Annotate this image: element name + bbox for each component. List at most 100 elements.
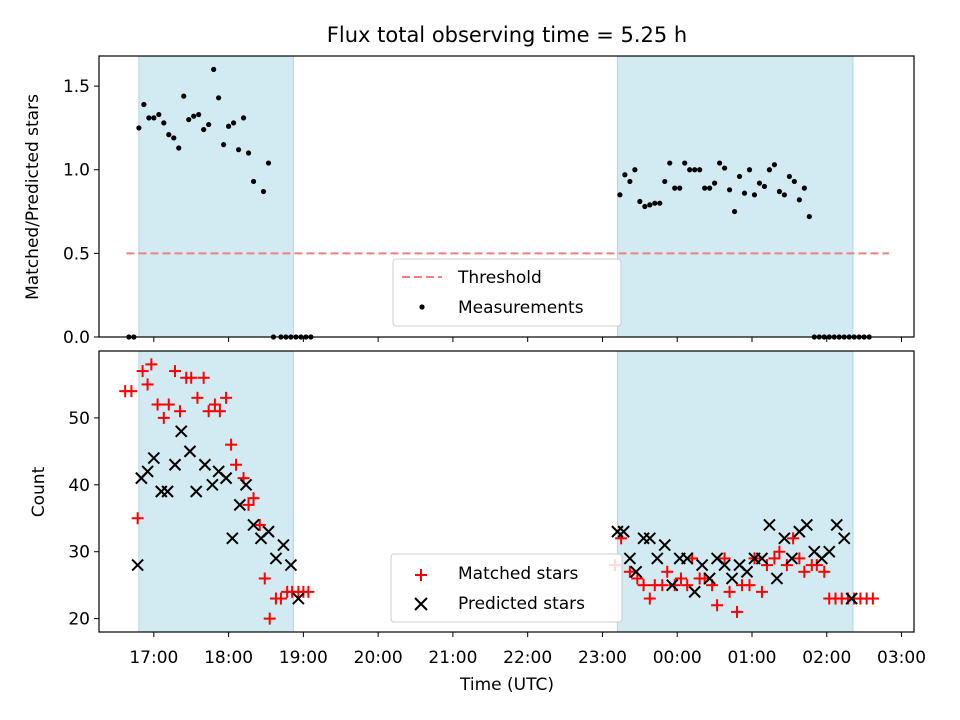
predicted-star-stroke [763, 518, 776, 532]
matched-star-point [787, 532, 800, 545]
measurement-point [627, 178, 633, 185]
predicted-star-stroke [725, 572, 739, 585]
matched-star-point [723, 585, 736, 598]
measurement-point [186, 116, 192, 123]
predicted-star-point [830, 518, 843, 532]
measurement-point [221, 142, 227, 148]
shaded-interval [616, 350, 854, 633]
predicted-star-point [284, 558, 298, 572]
measurement-point [761, 183, 768, 190]
top-shaded-intervals [138, 55, 854, 338]
measurement-point [647, 202, 653, 208]
y-tick-label: 50 [68, 409, 90, 429]
matched-star-point [125, 385, 138, 398]
predicted-star-point [770, 572, 784, 585]
measurement-point [672, 185, 678, 191]
measurement-point [136, 125, 142, 131]
predicted-star-stroke [703, 572, 716, 585]
matched-star-point [711, 599, 724, 612]
legend-measurements-label: Measurements [458, 298, 584, 318]
y-tick-label: 30 [68, 543, 90, 563]
predicted-star-stroke [212, 465, 225, 478]
predicted-star-stroke [141, 465, 154, 478]
matched-star-point [760, 559, 773, 572]
predicted-star-point [226, 532, 239, 545]
predicted-star-point [658, 538, 671, 552]
chart-title: Flux total observing time = 5.25 h [327, 23, 687, 47]
legend-predicted-label: Predicted stars [458, 594, 585, 614]
predicted-star-stroke [718, 558, 731, 572]
predicted-star-point [277, 538, 290, 552]
top-legend-box [392, 258, 622, 327]
matched-star-point [866, 592, 879, 605]
predicted-star-point [269, 552, 283, 565]
measurement-point [781, 192, 787, 198]
measurement-point [216, 95, 222, 101]
measurement-point [707, 185, 713, 191]
predicted-star-stroke [233, 498, 247, 512]
matched-star-point [141, 378, 154, 391]
predicted-star-point [147, 451, 161, 465]
matched-star-point [798, 565, 811, 578]
measurement-point [141, 101, 147, 108]
predicted-star-point [688, 585, 701, 599]
matched-star-point [263, 612, 276, 625]
predicted-star-stroke [740, 565, 754, 578]
predicted-star-point [161, 485, 174, 498]
predicted-star-stroke [808, 545, 821, 558]
predicted-star-point [680, 552, 694, 565]
matched-star-point [225, 438, 238, 451]
predicted-star-stroke [147, 451, 161, 465]
predicted-star-point [292, 592, 305, 605]
predicted-star-stroke [770, 572, 784, 585]
predicted-star-point [666, 578, 679, 592]
top-legend: Threshold Measurements [392, 258, 622, 327]
matched-star-point [136, 365, 149, 378]
measurement-point [786, 173, 792, 180]
predicted-star-point [198, 458, 212, 471]
measurement-point [771, 162, 778, 168]
y-tick-label: 0.0 [63, 328, 90, 348]
predicted-star-point [755, 552, 769, 565]
predicted-star-point [643, 532, 657, 545]
matched-star-point [220, 391, 233, 404]
predicted-star-stroke [226, 532, 239, 545]
predicted-star-stroke [219, 471, 233, 485]
measurement-point [235, 147, 242, 153]
predicted-star-point [845, 592, 858, 605]
shaded-interval [138, 55, 294, 338]
predicted-star-stroke [168, 458, 182, 471]
measurement-point [716, 160, 723, 166]
y-tick-label: 1.5 [63, 77, 90, 97]
shaded-interval [616, 55, 854, 338]
measurement-point [146, 115, 152, 121]
predicted-star-stroke [189, 485, 203, 498]
measurement-point [721, 165, 728, 171]
measurement-point [697, 167, 703, 173]
y-tick-label: 1.0 [63, 161, 90, 181]
x-tick-label: 01:00 [727, 648, 776, 668]
matched-star-point [643, 592, 656, 605]
bottom-legend-box [390, 553, 623, 623]
x-axis-label: Time (UTC) [459, 675, 554, 695]
predicted-star-stroke [845, 592, 858, 605]
x-tick-label: 20:00 [354, 648, 403, 668]
predicted-star-point [206, 478, 219, 492]
matched-star-point [258, 572, 271, 585]
matched-star-point [681, 579, 694, 592]
predicted-star-point [703, 572, 716, 585]
top-plot-frame [98, 55, 915, 338]
matched-star-point [793, 552, 806, 565]
predicted-star-point [823, 545, 836, 558]
legend-matched-label: Matched stars [458, 564, 578, 584]
predicted-star-stroke [206, 478, 219, 492]
top-y-ticks: 0.0 0.5 1.0 1.5 [63, 77, 99, 348]
legend-threshold-label: Threshold [457, 268, 542, 288]
predicted-star-point [141, 465, 154, 478]
matched-star-point [151, 398, 164, 411]
predicted-star-point [740, 565, 754, 578]
predicted-star-point [175, 425, 188, 438]
predicted-star-stroke [830, 518, 843, 532]
predicted-star-stroke [617, 525, 630, 538]
predicted-star-stroke [658, 538, 671, 552]
